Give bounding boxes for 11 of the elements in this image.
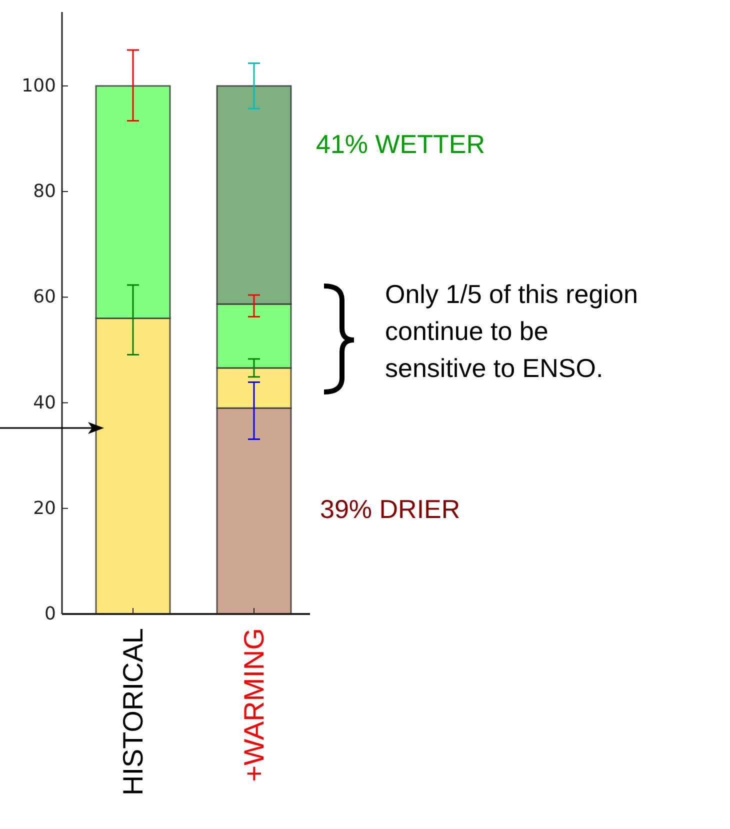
x-tick-label: +WARMING [238, 628, 270, 782]
y-tick-label: 20 [33, 498, 56, 519]
y-tick-label: 80 [33, 181, 56, 202]
text: Only 1/5 of this region continue to be sensitive to ENSO. [385, 279, 638, 383]
y-tick-label: 40 [33, 392, 56, 414]
text: 41% WETTER [316, 129, 486, 159]
text: 39% DRIER [320, 494, 460, 524]
y-tick-label: 0 [44, 604, 56, 624]
x-tick-label: HISTORICAL [118, 628, 148, 796]
y-tick-label: 60 [33, 286, 56, 308]
y-tick-label: 100 [22, 75, 56, 96]
